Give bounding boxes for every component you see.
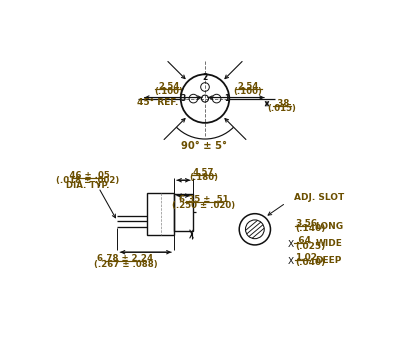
Text: 90° ± 5°: 90° ± 5°: [181, 141, 227, 151]
Bar: [174, 194, 193, 231]
Bar: [147, 193, 174, 235]
Text: .38: .38: [274, 99, 290, 108]
Text: 1: 1: [224, 94, 229, 103]
Text: .64: .64: [295, 236, 311, 245]
Text: (.040): (.040): [295, 259, 326, 267]
Text: (.180): (.180): [189, 173, 218, 182]
Text: X: X: [288, 240, 294, 248]
Text: (.018 ± .002): (.018 ± .002): [56, 176, 119, 185]
Text: (.140): (.140): [295, 224, 326, 233]
Text: 2: 2: [202, 74, 208, 82]
Text: DEEP: DEEP: [316, 256, 342, 265]
Text: 6.35 ± .51: 6.35 ± .51: [179, 195, 228, 204]
Text: (.100): (.100): [234, 87, 262, 96]
Text: .46 ± .05: .46 ± .05: [66, 171, 110, 180]
Text: (.250 ± .020): (.250 ± .020): [172, 201, 235, 210]
Text: (.100): (.100): [154, 87, 183, 96]
Text: ADJ. SLOT: ADJ. SLOT: [294, 193, 344, 202]
Text: 3: 3: [181, 94, 186, 103]
Text: 6.78 ± 2.24: 6.78 ± 2.24: [98, 254, 154, 263]
Text: 3.56: 3.56: [295, 219, 318, 228]
Text: 4.57: 4.57: [193, 168, 214, 177]
Text: WIDE: WIDE: [316, 239, 342, 248]
Text: 2.54: 2.54: [158, 82, 179, 91]
Text: 1.02: 1.02: [295, 253, 317, 262]
Text: (.267 ± .088): (.267 ± .088): [94, 260, 157, 268]
Text: LONG: LONG: [316, 222, 344, 231]
Text: (.015): (.015): [267, 104, 296, 113]
Text: X: X: [288, 257, 294, 266]
Text: DIA. TYP.: DIA. TYP.: [66, 181, 110, 190]
Text: 45° REF.: 45° REF.: [137, 98, 178, 107]
Text: 2.54: 2.54: [238, 82, 259, 91]
Text: (.025): (.025): [295, 241, 326, 251]
